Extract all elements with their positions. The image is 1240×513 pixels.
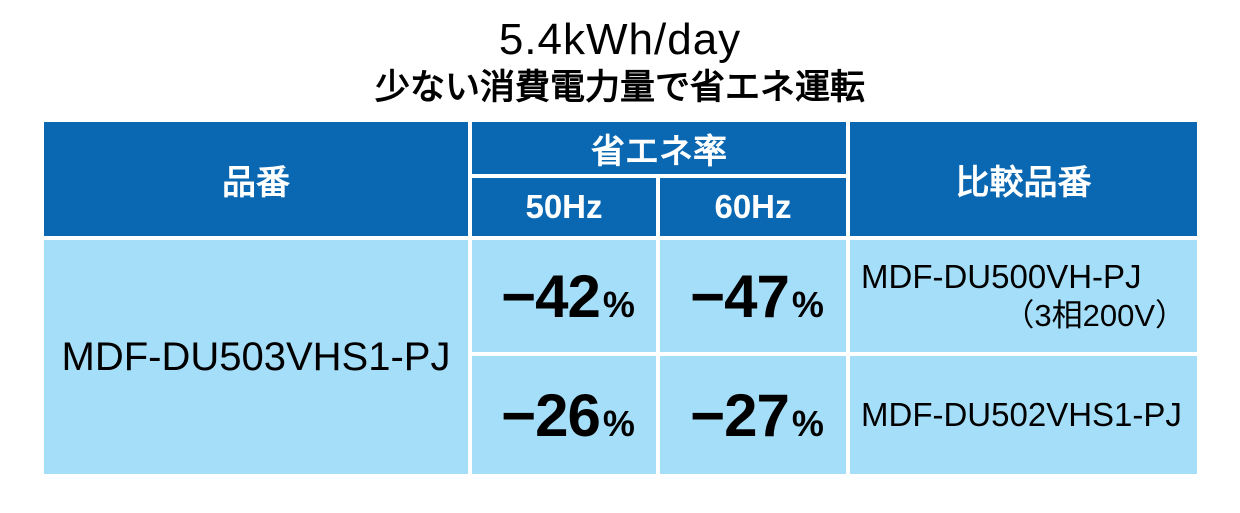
column-header-comparison: 比較品番 [850, 122, 1197, 236]
savings-value: −47% [690, 262, 824, 330]
column-header-50hz: 50Hz [472, 178, 656, 236]
column-header-product: 品番 [44, 122, 468, 236]
savings-50hz-row1-cell: −42% [472, 240, 656, 352]
savings-50hz-row2-cell: −26% [472, 356, 656, 474]
page-subtitle: 少ない消費電力量で省エネ運転 [374, 68, 865, 108]
percent-unit: % [602, 283, 635, 325]
column-header-60hz: 60Hz [660, 178, 846, 236]
comparison-row1-cell: MDF-DU500VH-PJ （3相200V） [850, 240, 1197, 352]
savings-value: −26% [501, 381, 635, 449]
page-title: 5.4kWh/day [498, 15, 742, 64]
savings-60hz-row1-cell: −47% [660, 240, 846, 352]
comparison-model: MDF-DU502VHS1-PJ [861, 396, 1182, 434]
column-header-savings-rate: 省エネ率 [472, 122, 846, 174]
percent-unit: % [791, 402, 824, 444]
savings-value: −27% [690, 381, 824, 449]
comparison-model: MDF-DU500VH-PJ [861, 258, 1142, 295]
product-model-cell: MDF-DU503VHS1-PJ [44, 240, 468, 474]
energy-savings-table: 品番 省エネ率 50Hz 60Hz 比較品番 MDF-DU503VHS1-PJ … [44, 122, 1197, 474]
comparison-note: （3相200V） [1003, 298, 1186, 334]
title-block: 5.4kWh/day 少ない消費電力量で省エネ運転 [0, 15, 1240, 108]
percent-unit: % [602, 402, 635, 444]
savings-60hz-row2-cell: −27% [660, 356, 846, 474]
savings-value: −42% [501, 262, 635, 330]
percent-unit: % [791, 283, 824, 325]
comparison-row2-cell: MDF-DU502VHS1-PJ [850, 356, 1197, 474]
